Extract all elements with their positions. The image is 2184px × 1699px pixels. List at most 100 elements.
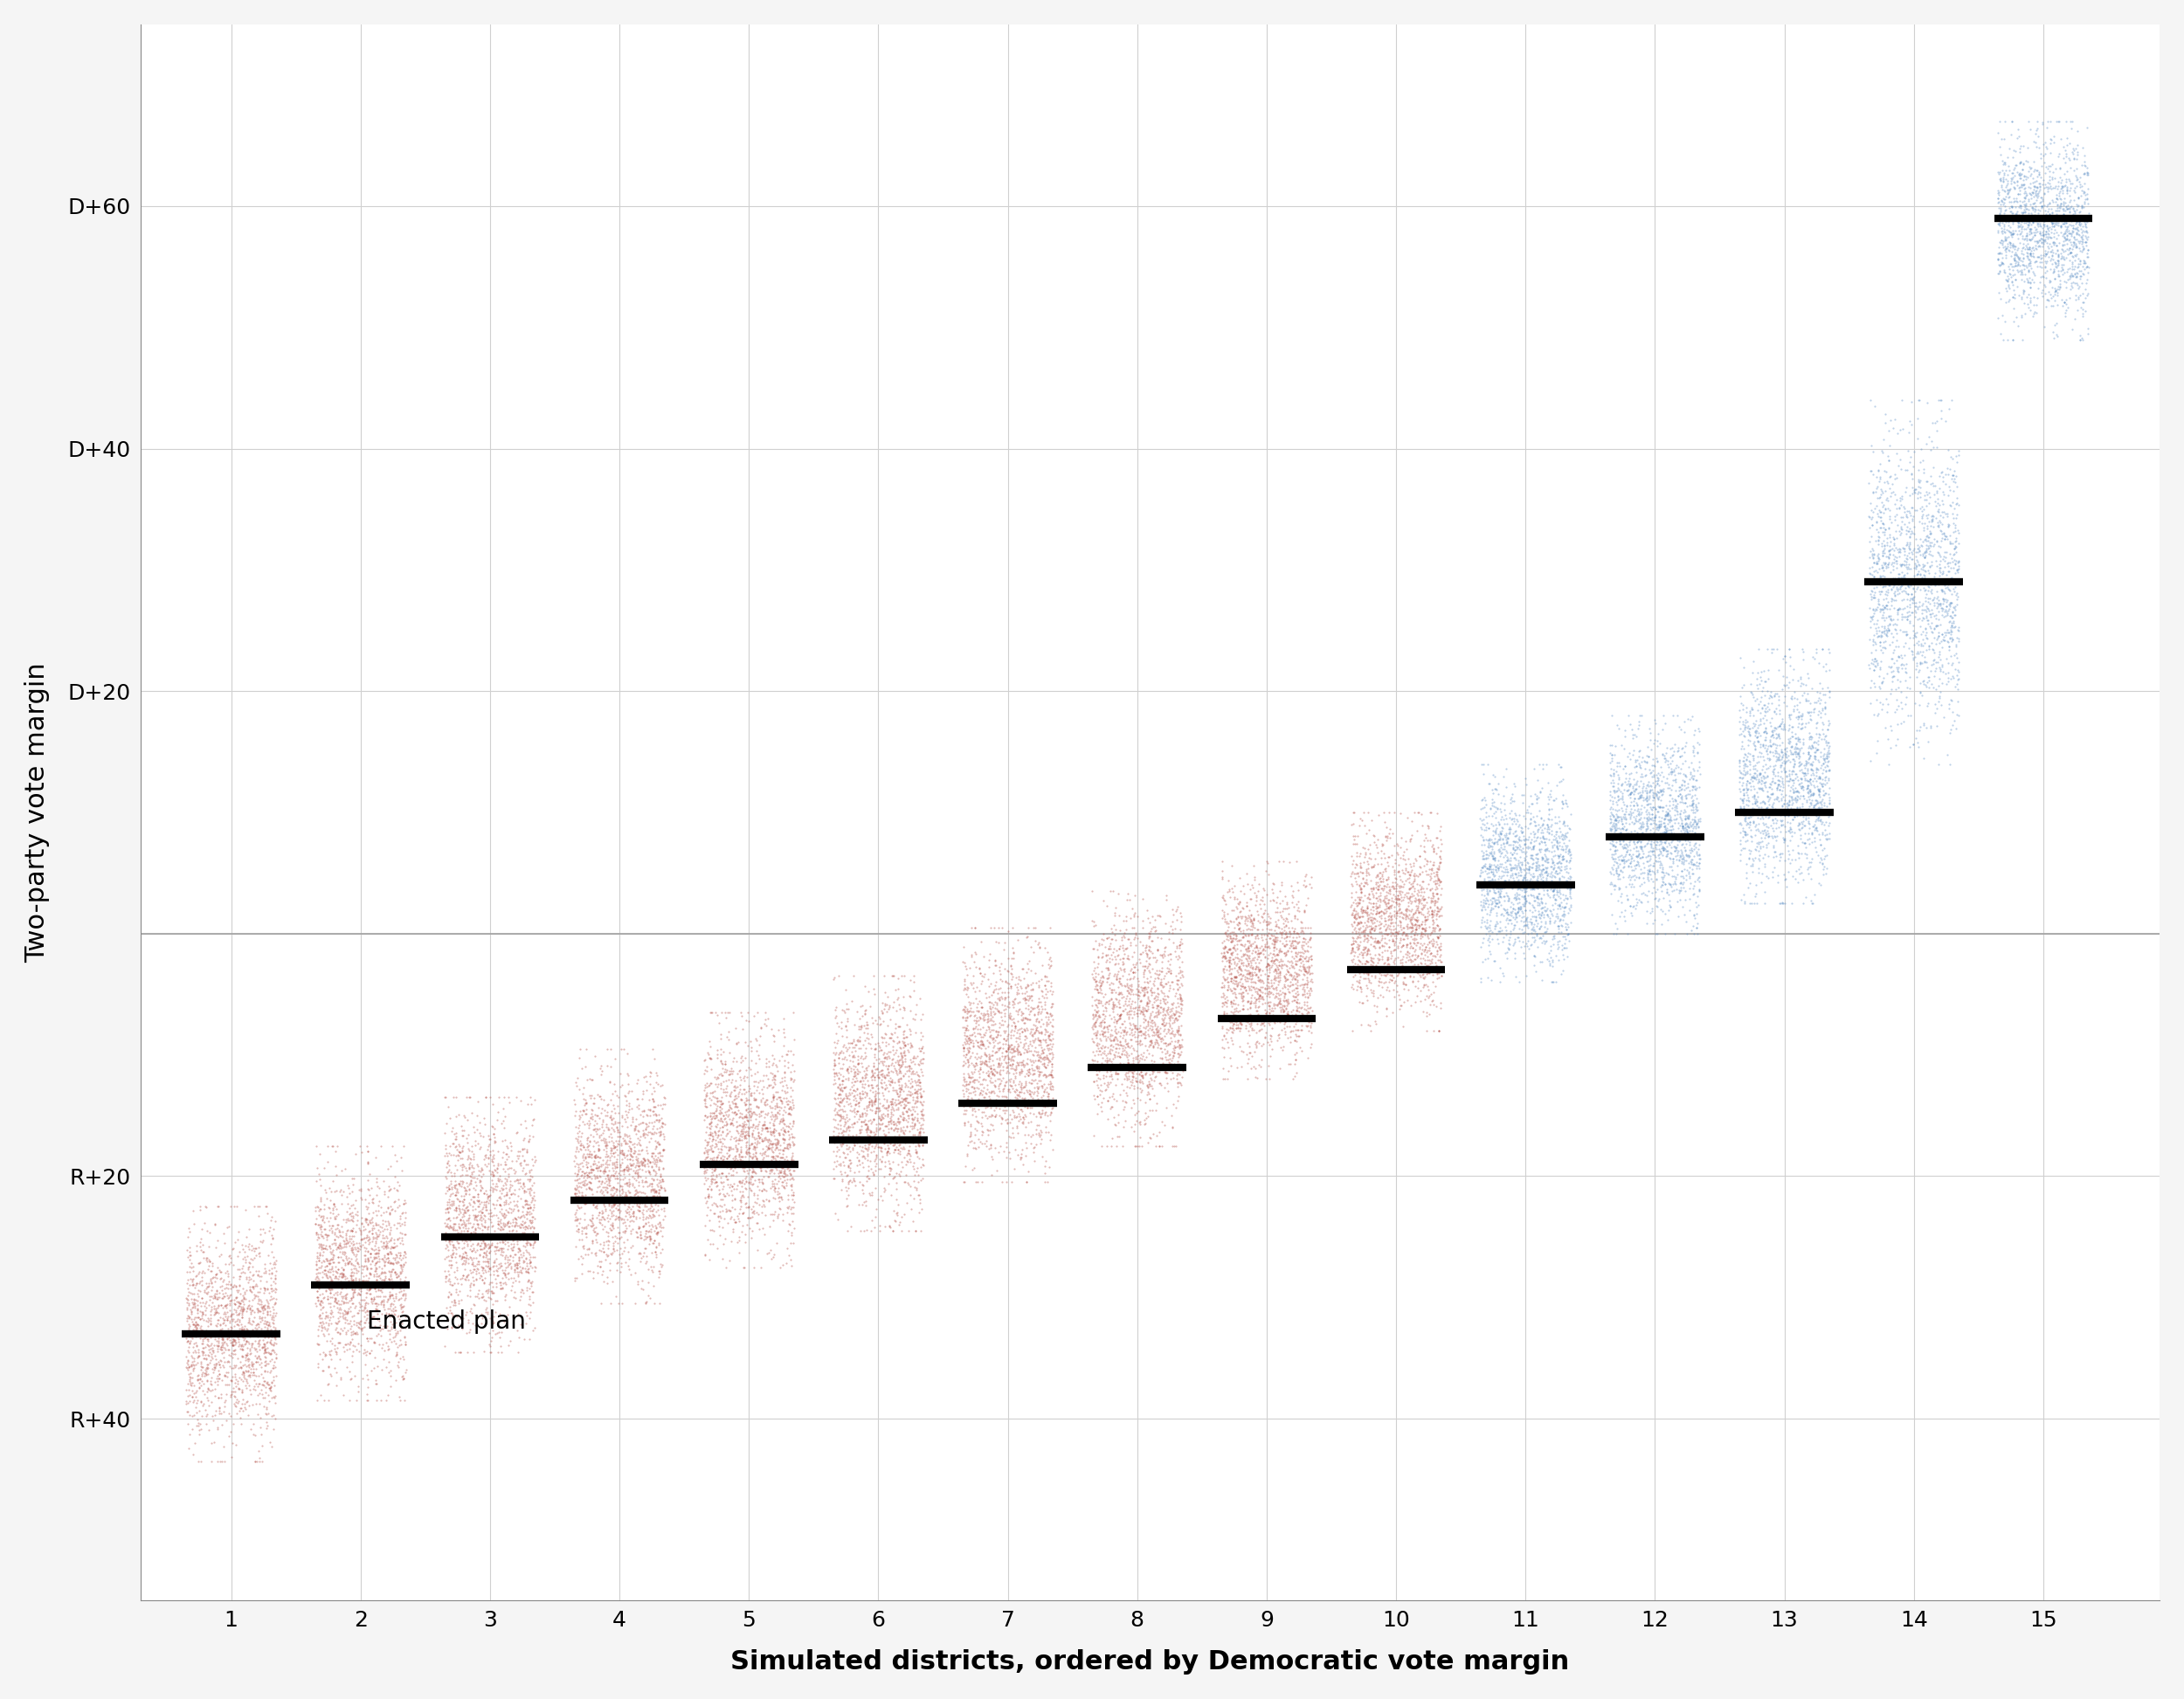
Point <box>1114 992 1149 1019</box>
Point <box>609 1183 644 1210</box>
Point <box>627 1149 662 1176</box>
Point <box>692 1115 727 1142</box>
Point <box>190 1273 225 1300</box>
Point <box>1271 938 1306 965</box>
Point <box>483 1162 518 1189</box>
Point <box>1880 642 1915 669</box>
Point <box>1780 724 1815 751</box>
Point <box>1926 578 1961 605</box>
Point <box>1136 979 1171 1006</box>
Point <box>732 1072 767 1099</box>
Point <box>192 1286 227 1313</box>
Point <box>1498 827 1533 855</box>
Point <box>380 1262 415 1290</box>
Point <box>188 1363 223 1390</box>
Point <box>1610 836 1645 863</box>
Point <box>439 1181 474 1208</box>
Point <box>1524 889 1559 916</box>
Point <box>559 1184 594 1211</box>
Point <box>1907 564 1942 591</box>
Point <box>179 1295 214 1322</box>
Point <box>1653 870 1688 897</box>
Point <box>1520 933 1555 960</box>
Point <box>572 1235 607 1262</box>
Point <box>767 1126 802 1154</box>
Point <box>463 1206 498 1233</box>
Point <box>441 1138 476 1166</box>
Point <box>1922 618 1957 646</box>
Point <box>601 1228 636 1256</box>
Point <box>1603 826 1638 853</box>
Point <box>1631 856 1666 883</box>
Point <box>251 1301 286 1329</box>
Point <box>845 1123 880 1150</box>
Point <box>1987 308 2022 335</box>
Point <box>1990 165 2025 192</box>
Point <box>1780 668 1815 695</box>
Point <box>476 1191 511 1218</box>
Point <box>1498 819 1533 846</box>
Point <box>902 1123 937 1150</box>
Point <box>1529 897 1564 924</box>
Point <box>2070 253 2105 280</box>
Point <box>572 1115 607 1142</box>
Point <box>1155 1132 1190 1159</box>
Point <box>1806 756 1841 783</box>
Point <box>727 1067 762 1094</box>
Point <box>978 1058 1013 1086</box>
Point <box>328 1244 363 1271</box>
Point <box>2018 116 2053 143</box>
Point <box>1992 287 2027 314</box>
Point <box>225 1386 260 1414</box>
Point <box>719 1137 753 1164</box>
Point <box>970 1087 1005 1115</box>
Point <box>2066 209 2101 236</box>
Point <box>893 1048 928 1075</box>
Point <box>1601 761 1636 788</box>
Point <box>1874 680 1909 707</box>
Point <box>1874 528 1909 556</box>
Point <box>1225 992 1260 1019</box>
Point <box>472 1237 507 1264</box>
Point <box>1865 438 1900 466</box>
Point <box>736 1198 771 1225</box>
Point <box>382 1312 417 1339</box>
Point <box>738 1130 773 1157</box>
Point <box>1081 997 1116 1024</box>
Point <box>494 1220 529 1247</box>
Point <box>963 960 998 987</box>
Point <box>1942 530 1977 557</box>
Point <box>1343 853 1378 880</box>
Point <box>456 1132 491 1159</box>
Point <box>1662 773 1697 800</box>
Point <box>1935 603 1970 630</box>
Point <box>1730 712 1765 739</box>
Point <box>197 1284 232 1312</box>
Point <box>1623 812 1658 839</box>
Point <box>247 1337 282 1364</box>
Point <box>1780 831 1815 858</box>
Point <box>1907 710 1942 737</box>
Point <box>323 1279 358 1307</box>
Point <box>306 1154 341 1181</box>
Point <box>1865 573 1900 600</box>
Point <box>1854 540 1889 567</box>
Point <box>904 1035 939 1062</box>
Point <box>190 1342 225 1369</box>
Point <box>428 1140 463 1167</box>
Point <box>1127 1002 1162 1030</box>
Point <box>734 1113 769 1140</box>
Point <box>832 1047 867 1074</box>
Point <box>365 1259 400 1286</box>
Point <box>695 1086 729 1113</box>
Point <box>1374 894 1409 921</box>
Point <box>1778 785 1813 812</box>
Point <box>992 1045 1026 1072</box>
Point <box>505 1244 539 1271</box>
Point <box>760 1016 795 1043</box>
Point <box>1016 1121 1051 1149</box>
Point <box>358 1257 393 1284</box>
Point <box>1756 780 1791 807</box>
Point <box>1937 528 1972 556</box>
Point <box>509 1213 544 1240</box>
